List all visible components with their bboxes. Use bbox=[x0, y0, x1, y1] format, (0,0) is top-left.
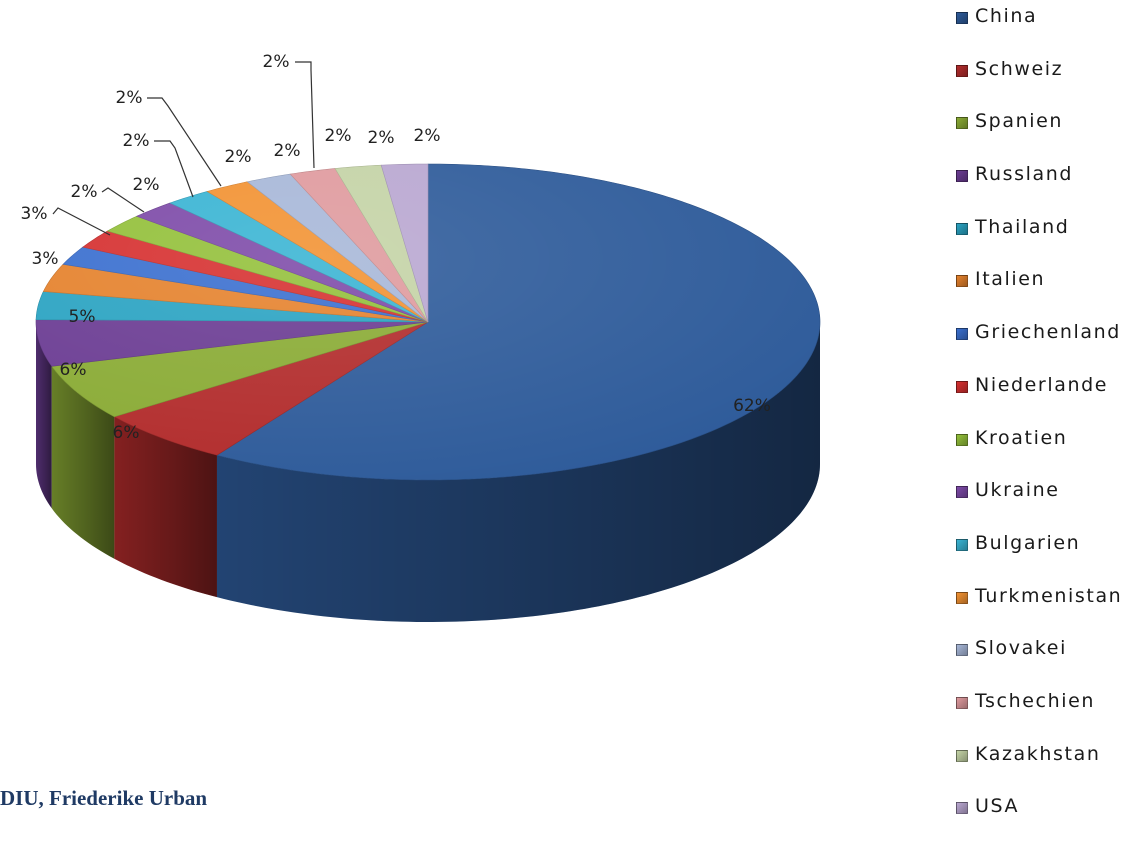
legend-item-russland: Russland bbox=[956, 160, 1146, 213]
legend-label: Griechenland bbox=[975, 321, 1121, 344]
legend-swatch-turkmenistan bbox=[956, 591, 968, 604]
legend-label: Kroatien bbox=[975, 426, 1068, 449]
legend-item-tschechien: Tschechien bbox=[956, 687, 1146, 740]
legend-label: Spanien bbox=[975, 110, 1064, 133]
legend-swatch-ukraine bbox=[956, 486, 968, 499]
legend-item-kazakhstan: Kazakhstan bbox=[956, 740, 1146, 793]
data-label-usa: 2% bbox=[414, 126, 441, 146]
legend-label: Bulgarien bbox=[975, 531, 1081, 554]
legend-item-usa: USA bbox=[956, 792, 1146, 845]
legend-item-bulgarien: Bulgarien bbox=[956, 529, 1146, 582]
data-label-slovakei: 2% bbox=[263, 52, 290, 72]
legend-item-turkmenistan: Turkmenistan bbox=[956, 582, 1146, 635]
legend-label: Tschechien bbox=[975, 689, 1096, 712]
data-label-thailand: 3% bbox=[32, 249, 59, 269]
legend-swatch-griechenland bbox=[956, 328, 968, 341]
data-label-italien: 3% bbox=[21, 204, 48, 224]
legend-item-china: China bbox=[956, 2, 1146, 55]
legend-item-italien: Italien bbox=[956, 265, 1146, 318]
legend-label: Thailand bbox=[975, 215, 1070, 238]
legend-label: Italien bbox=[975, 268, 1046, 291]
legend-swatch-bulgarien bbox=[956, 538, 968, 551]
pie-side-shade-spanien bbox=[51, 366, 115, 559]
legend-label: Slovakei bbox=[975, 637, 1067, 660]
leader-line-slovakei bbox=[295, 61, 315, 169]
data-label-kroatien: 2% bbox=[123, 131, 150, 151]
pie-top-gloss bbox=[36, 164, 820, 480]
leader-line-griechenland bbox=[101, 187, 145, 213]
data-label-ukraine: 2% bbox=[116, 88, 143, 108]
legend-item-griechenland: Griechenland bbox=[956, 318, 1146, 371]
legend-swatch-schweiz bbox=[956, 64, 968, 77]
legend-item-slovakei: Slovakei bbox=[956, 634, 1146, 687]
data-label-schweiz: 6% bbox=[113, 423, 140, 443]
pie-side-shade-china bbox=[216, 322, 821, 622]
legend-swatch-china bbox=[956, 12, 968, 24]
leader-line-ukraine bbox=[147, 97, 222, 187]
legend-item-spanien: Spanien bbox=[956, 107, 1146, 160]
data-label-bulgarien: 2% bbox=[225, 147, 252, 167]
data-label-turkmenistan: 2% bbox=[274, 141, 301, 161]
legend-item-ukraine: Ukraine bbox=[956, 476, 1146, 529]
pie-chart-svg: 62% 6% 6% 5% 3% 3% 2% 2% 2% 2% 2% 2% 2% 2% 2% 2% bbox=[21, 52, 821, 622]
source-credit: DIU, Friederike Urban bbox=[0, 786, 208, 810]
legend-item-thailand: Thailand bbox=[956, 213, 1146, 266]
legend-swatch-kazakhstan bbox=[956, 749, 968, 762]
leader-line-italien bbox=[52, 207, 111, 236]
legend-swatch-usa bbox=[956, 802, 968, 815]
data-label-tschechien: 2% bbox=[325, 126, 352, 146]
legend-swatch-italien bbox=[956, 275, 968, 288]
legend-swatch-spanien bbox=[956, 117, 968, 130]
legend-label: Ukraine bbox=[975, 479, 1060, 502]
leader-line-kroatien bbox=[154, 140, 194, 198]
pie-leader-lines bbox=[52, 61, 315, 236]
data-label-niederlande: 2% bbox=[133, 175, 160, 195]
legend-swatch-slovakei bbox=[956, 644, 968, 657]
data-label-china: 62% bbox=[733, 396, 771, 416]
legend-label: China bbox=[975, 5, 1038, 27]
legend-swatch-kroatien bbox=[956, 433, 968, 446]
pie-side-shade-russland bbox=[36, 322, 52, 509]
legend-label: Turkmenistan bbox=[975, 584, 1123, 607]
legend-label: USA bbox=[975, 795, 1020, 818]
legend-label: Kazakhstan bbox=[975, 742, 1101, 765]
legend-label: Schweiz bbox=[975, 57, 1064, 80]
legend-label: Niederlande bbox=[975, 373, 1109, 396]
pie-sides bbox=[36, 322, 821, 622]
pie-data-labels: 62% 6% 6% 5% 3% 3% 2% 2% 2% 2% 2% 2% 2% 2% 2% 2% bbox=[21, 52, 771, 443]
legend-swatch-niederlande bbox=[956, 380, 968, 393]
legend-swatch-tschechien bbox=[956, 696, 968, 709]
data-label-spanien: 6% bbox=[60, 360, 87, 380]
data-label-kazakhstan: 2% bbox=[368, 128, 395, 148]
legend-item-schweiz: Schweiz bbox=[956, 55, 1146, 108]
legend-swatch-russland bbox=[956, 170, 968, 183]
legend-item-kroatien: Kroatien bbox=[956, 424, 1146, 477]
pie-side-shade-schweiz bbox=[114, 416, 217, 598]
legend-label: Russland bbox=[975, 163, 1074, 186]
data-label-griechenland: 2% bbox=[71, 182, 98, 202]
legend-swatch-thailand bbox=[956, 222, 968, 235]
legend-item-niederlande: Niederlande bbox=[956, 371, 1146, 424]
pie-chart: 62% 6% 6% 5% 3% 3% 2% 2% 2% 2% 2% 2% 2% 2% 2% 2% China S… bbox=[0, 5, 1121, 817]
legend: China Schweiz Spanien Russland Thailand Itali… bbox=[956, 2, 1146, 845]
data-label-russland: 5% bbox=[69, 307, 96, 327]
pie-tops bbox=[35, 163, 821, 481]
